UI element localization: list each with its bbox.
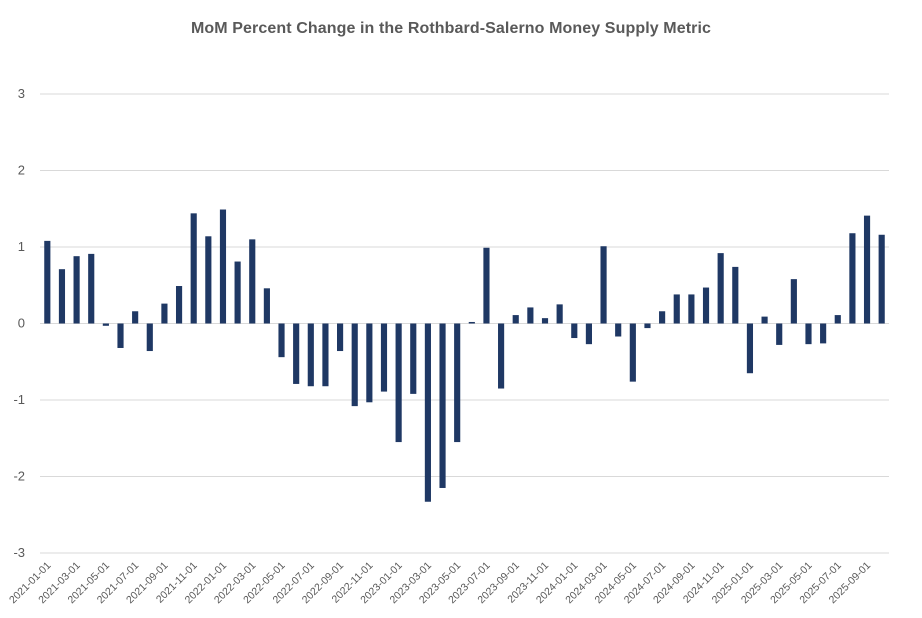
bar-2021-09-01: [161, 303, 168, 324]
bar-2024-10-01: [702, 287, 710, 324]
bar-2023-12-01: [556, 304, 563, 324]
bar-2021-11-01: [190, 213, 197, 324]
bar-2025-05-01: [805, 323, 812, 345]
bar-2021-07-01: [132, 311, 139, 324]
y-axis-tick-labels: -3 -2 -1 0 1 2 3: [13, 86, 25, 560]
bar-2023-07-01: [483, 247, 490, 324]
bar-2021-04-01: [88, 253, 95, 324]
bar-2022-03-01: [249, 239, 256, 324]
bar-2023-06-01: [468, 321, 475, 324]
bar-2022-01-01: [219, 209, 227, 324]
y-tick-label: -3: [13, 545, 25, 560]
y-tick-label: 1: [18, 239, 25, 254]
bar-2023-02-01: [410, 323, 417, 394]
bar-2025-02-01: [761, 316, 768, 324]
y-tick-label: 0: [18, 316, 25, 331]
bar-2021-05-01: [102, 323, 109, 326]
bar-2025-04-01: [790, 279, 797, 324]
bar-2025-09-01: [863, 215, 871, 324]
bar-2021-08-01: [146, 323, 153, 352]
bar-2024-12-01: [732, 266, 739, 324]
bar-2022-12-01: [380, 323, 388, 392]
bars: [44, 209, 885, 502]
bar-2022-05-01: [278, 323, 285, 358]
bar-2024-08-01: [673, 294, 680, 324]
bar-2024-04-01: [615, 323, 622, 337]
y-tick-label: 3: [18, 86, 25, 101]
bar-2022-09-01: [337, 323, 344, 352]
bar-2022-06-01: [293, 323, 300, 384]
bar-2021-10-01: [175, 286, 183, 324]
y-tick-label: -2: [13, 469, 25, 484]
bar-2023-11-01: [541, 318, 549, 324]
bar-2022-11-01: [366, 323, 373, 403]
y-tick-label: 2: [18, 163, 25, 178]
bar-2022-07-01: [307, 323, 314, 387]
chart-title: MoM Percent Change in the Rothbard-Saler…: [190, 20, 712, 37]
bar-2024-11-01: [717, 253, 724, 324]
bar-2024-05-01: [629, 323, 636, 382]
bar-2025-03-01: [776, 323, 783, 345]
bar-2021-06-01: [117, 323, 124, 348]
bar-2021-03-01: [73, 256, 80, 324]
bar-2022-02-01: [234, 261, 241, 324]
bar-2023-04-01: [439, 323, 446, 488]
bar-2024-09-01: [688, 294, 695, 324]
bar-2022-10-01: [351, 323, 358, 407]
bar-2021-12-01: [205, 236, 212, 324]
bar-2025-06-01: [820, 323, 827, 344]
bar-2022-08-01: [322, 323, 329, 387]
bar-2023-01-01: [395, 323, 402, 443]
bar-2021-02-01: [58, 269, 66, 324]
bar-2023-10-01: [527, 307, 534, 324]
bar-2022-04-01: [263, 288, 270, 324]
bar-2024-07-01: [659, 311, 666, 324]
bar-2025-07-01: [834, 315, 841, 324]
bar-2021-01-01: [44, 240, 51, 324]
bar-2024-01-01: [571, 323, 578, 339]
bar-2023-05-01: [454, 323, 461, 443]
bar-2025-01-01: [746, 323, 754, 374]
y-tick-label: -1: [13, 392, 25, 407]
bar-2024-02-01: [585, 323, 592, 345]
bar-2025-08-01: [849, 233, 856, 324]
bar-2024-03-01: [600, 246, 607, 324]
bar-2024-06-01: [644, 323, 651, 329]
bar-2023-09-01: [512, 315, 519, 324]
x-axis-tick-labels: 2021-01-012021-03-012021-05-012021-07-01…: [7, 560, 873, 607]
bar-2023-03-01: [424, 323, 431, 502]
bar-2023-08-01: [498, 323, 505, 389]
bar-2025-10-01: [878, 234, 885, 324]
